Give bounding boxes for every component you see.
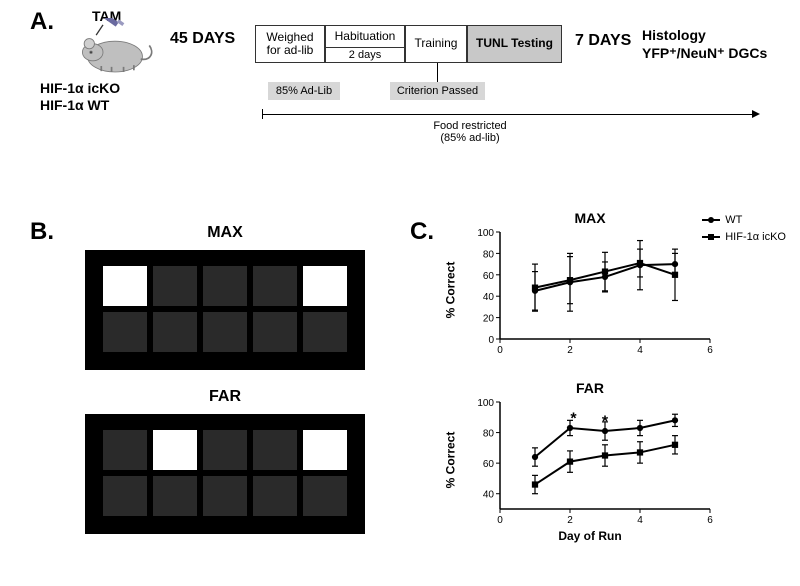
svg-text:*: *	[602, 413, 609, 430]
chart-far-title: FAR	[430, 380, 750, 396]
box-training: Training	[405, 25, 467, 63]
svg-text:100: 100	[477, 228, 494, 239]
touchscreen-cell	[253, 430, 297, 470]
two-days-label: 2 days	[325, 48, 405, 63]
svg-text:4: 4	[637, 515, 643, 526]
food-restricted-line2: (85% ad-lib)	[390, 132, 550, 144]
svg-text:40: 40	[483, 490, 495, 501]
syringe-icon	[96, 18, 124, 35]
touchscreen-cell	[103, 476, 147, 516]
adlib-85-box: 85% Ad-Lib	[268, 82, 340, 100]
genotype-icko: HIF-1α icKO	[40, 80, 120, 97]
criterion-box: Criterion Passed	[390, 82, 485, 100]
svg-text:0: 0	[497, 345, 503, 356]
svg-text:*: *	[570, 410, 577, 427]
touchscreen-cell	[303, 266, 347, 306]
touchscreen-far	[85, 414, 365, 534]
svg-text:6: 6	[707, 515, 713, 526]
svg-text:40: 40	[483, 292, 495, 303]
touchscreen-cell	[153, 266, 197, 306]
touchscreen-cell	[203, 430, 247, 470]
chart-max: 0 20 40 60 80 100 0 2 4 6	[460, 226, 720, 361]
touchscreen-cell	[103, 266, 147, 306]
svg-text:80: 80	[483, 249, 495, 260]
chart-far-ylabel: % Correct	[443, 432, 457, 489]
chart-far-wrap: FAR % Correct 40 60 80 100 0 2 4 6 * * Day of Run	[430, 380, 750, 540]
mouse-icon	[70, 18, 160, 78]
touchscreen-max	[85, 250, 365, 370]
criterion-tick	[437, 63, 438, 82]
panel-b-label: B.	[30, 218, 54, 246]
touchscreen-cell	[103, 430, 147, 470]
panel-c: WT HIF-1α icKO MAX % Correct 02040608010…	[430, 210, 780, 570]
food-restricted-line1: Food restricted	[390, 120, 550, 132]
food-arrow-line	[262, 114, 752, 115]
histology-line1: Histology	[642, 26, 767, 44]
box-tunl: TUNL Testing	[467, 25, 562, 63]
chart-max-ylabel: % Correct	[443, 262, 457, 319]
svg-text:20: 20	[483, 314, 495, 325]
chart-max-title: MAX	[430, 210, 750, 226]
far-title: FAR	[60, 388, 390, 406]
touchscreen-cell	[203, 312, 247, 352]
svg-text:80: 80	[483, 429, 495, 440]
box-weighed: Weighed for ad-lib	[255, 25, 325, 63]
grid-far	[103, 430, 347, 516]
svg-text:0: 0	[497, 515, 503, 526]
food-arrow-start-tick	[262, 109, 263, 119]
touchscreen-cell	[253, 476, 297, 516]
figure-root: A. B. C. TAM HIF-1α icK	[0, 0, 800, 586]
genotype-labels: HIF-1α icKO HIF-1α WT	[40, 80, 120, 114]
touchscreen-cell	[253, 312, 297, 352]
touchscreen-cell	[153, 312, 197, 352]
svg-text:60: 60	[483, 459, 495, 470]
touchscreen-cell	[153, 430, 197, 470]
food-arrow-head	[752, 110, 760, 118]
svg-text:100: 100	[477, 398, 494, 409]
touchscreen-cell	[253, 266, 297, 306]
chart-max-wrap: MAX % Correct 0 20 40 60 80 100 0 2 4 6	[430, 210, 750, 370]
touchscreen-cell	[203, 476, 247, 516]
touchscreen-cell	[303, 430, 347, 470]
chart-far: 40 60 80 100 0 2 4 6 * *	[460, 396, 720, 531]
touchscreen-cell	[103, 312, 147, 352]
touchscreen-cell	[303, 312, 347, 352]
days-7-label: 7 DAYS	[575, 32, 631, 50]
svg-text:2: 2	[567, 515, 573, 526]
panel-a: TAM HIF-1α icKO HIF-1α WT	[30, 10, 770, 160]
panel-b: MAX FAR	[60, 220, 390, 560]
grid-max	[103, 266, 347, 352]
box-habituation: Habituation	[325, 25, 405, 48]
touchscreen-cell	[203, 266, 247, 306]
svg-text:6: 6	[707, 345, 713, 356]
svg-text:0: 0	[488, 335, 494, 346]
days-45-label: 45 DAYS	[170, 30, 235, 48]
genotype-wt: HIF-1α WT	[40, 97, 120, 114]
touchscreen-cell	[303, 476, 347, 516]
touchscreen-cell	[153, 476, 197, 516]
max-title: MAX	[60, 224, 390, 242]
svg-text:4: 4	[637, 345, 643, 356]
chart-xlabel: Day of Run	[430, 529, 750, 543]
histology-labels: Histology YFP⁺/NeuN⁺ DGCs	[642, 26, 767, 62]
svg-text:2: 2	[567, 345, 573, 356]
histology-line2: YFP⁺/NeuN⁺ DGCs	[642, 44, 767, 62]
food-restricted-label: Food restricted (85% ad-lib)	[390, 120, 550, 144]
svg-text:60: 60	[483, 271, 495, 282]
